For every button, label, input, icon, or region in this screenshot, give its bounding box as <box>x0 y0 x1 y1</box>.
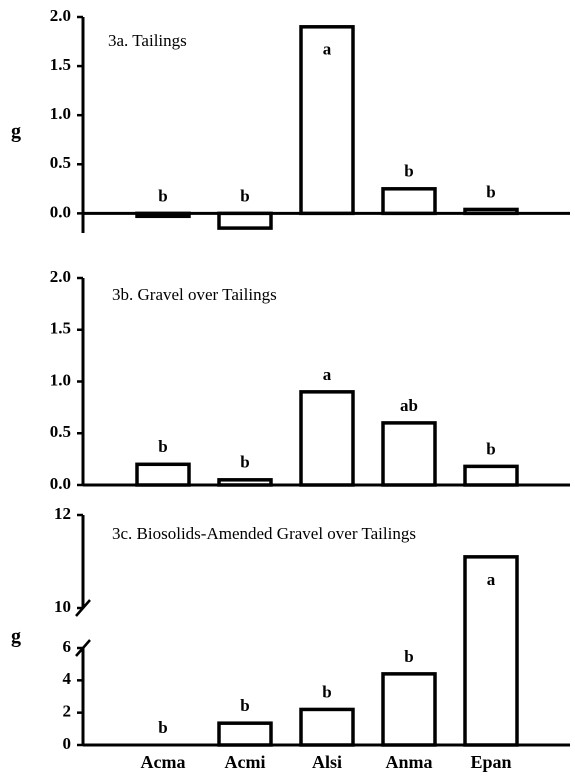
significance-label: b <box>240 186 249 205</box>
y-tick-label: 0.5 <box>50 422 71 441</box>
bar <box>381 421 437 487</box>
x-tick-label: Acmi <box>225 752 266 772</box>
y-tick-label: 10 <box>54 597 71 616</box>
significance-label: a <box>487 570 496 589</box>
x-tick-label: Alsi <box>312 752 342 772</box>
y-tick-label: 2.0 <box>50 6 71 25</box>
bar <box>299 25 355 216</box>
y-tick-label: 6 <box>63 637 72 656</box>
significance-label: b <box>158 186 167 205</box>
x-tick-label: Anma <box>385 752 432 772</box>
y-tick-label: 0 <box>63 734 72 753</box>
bar <box>299 707 355 747</box>
y-tick-label: 1.0 <box>50 370 71 389</box>
chart-title: 3b. Gravel over Tailings <box>112 285 277 304</box>
significance-label: b <box>404 647 413 666</box>
significance-label: ab <box>400 396 418 415</box>
significance-label: a <box>323 40 332 59</box>
bar <box>217 211 273 230</box>
significance-label: b <box>486 182 495 201</box>
significance-label: b <box>240 453 249 472</box>
chart-title: 3a. Tailings <box>108 31 187 50</box>
significance-label: b <box>404 162 413 181</box>
significance-label: b <box>322 682 331 701</box>
y-tick-label: 0.0 <box>50 474 71 493</box>
bar <box>135 462 191 487</box>
y-tick-label: 0.5 <box>50 153 71 172</box>
bar <box>299 390 355 487</box>
bar <box>381 672 437 747</box>
significance-label: b <box>486 439 495 458</box>
bar <box>217 721 273 747</box>
bar <box>217 478 273 487</box>
bar <box>463 464 519 487</box>
y-axis-label: g <box>11 626 21 648</box>
bar <box>135 211 191 219</box>
y-tick-label: 2.0 <box>50 267 71 286</box>
y-tick-label: 2 <box>63 702 72 721</box>
y-tick-label: 12 <box>54 504 71 523</box>
y-tick-label: 0.0 <box>50 202 71 221</box>
x-tick-label: Epan <box>470 752 511 772</box>
significance-label: b <box>158 718 167 737</box>
significance-label: b <box>158 437 167 456</box>
y-tick-label: 1.5 <box>50 319 71 338</box>
bar <box>381 187 437 216</box>
y-axis-label: g <box>11 121 21 143</box>
y-tick-label: 4 <box>63 669 72 688</box>
y-tick-label: 1.5 <box>50 55 71 74</box>
significance-label: b <box>240 696 249 715</box>
bar <box>463 555 519 747</box>
chart-title: 3c. Biosolids-Amended Gravel over Tailin… <box>112 524 416 543</box>
significance-label: a <box>323 365 332 384</box>
bar <box>463 207 519 216</box>
y-tick-label: 1.0 <box>50 104 71 123</box>
x-tick-label: Acma <box>141 752 186 772</box>
